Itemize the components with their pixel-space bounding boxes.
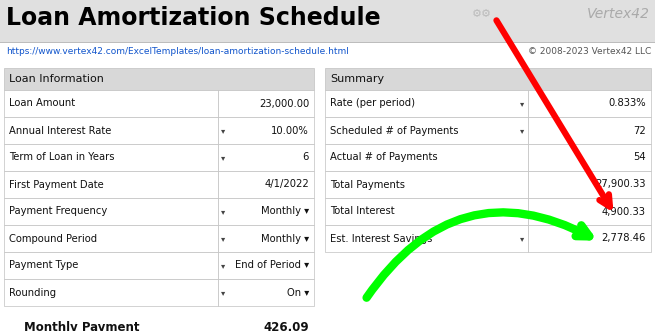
Bar [4, 171, 218, 198]
Text: https://www.vertex42.com/ExcelTemplates/loan-amortization-schedule.html: https://www.vertex42.com/ExcelTemplates/… [6, 47, 349, 56]
Text: Annual Interest Rate: Annual Interest Rate [9, 125, 111, 135]
Text: 10.00%: 10.00% [271, 125, 309, 135]
Bar [4, 279, 218, 306]
Bar [218, 117, 314, 144]
Text: 2,778.46: 2,778.46 [602, 233, 646, 244]
Bar [0, 0, 655, 42]
Text: ⚙⚙: ⚙⚙ [472, 9, 492, 19]
Text: Term of Loan in Years: Term of Loan in Years [9, 153, 115, 163]
Bar [528, 144, 651, 171]
Text: 72: 72 [633, 125, 646, 135]
Bar [325, 144, 528, 171]
Text: ▾: ▾ [221, 153, 225, 162]
Text: 54: 54 [633, 153, 646, 163]
Text: Total Payments: Total Payments [330, 179, 405, 190]
Text: Vertex42: Vertex42 [587, 7, 650, 21]
Text: Actual # of Payments: Actual # of Payments [330, 153, 438, 163]
Bar [4, 144, 218, 171]
Bar [4, 117, 218, 144]
Text: First Payment Date: First Payment Date [9, 179, 103, 190]
Bar [325, 68, 651, 90]
Bar [218, 225, 314, 252]
Bar [218, 144, 314, 171]
Bar [325, 225, 528, 252]
Text: ▾: ▾ [520, 126, 524, 135]
Bar [325, 117, 528, 144]
Text: Loan Information: Loan Information [9, 74, 104, 84]
Text: Compound Period: Compound Period [9, 233, 97, 244]
Bar [4, 68, 314, 90]
Bar [218, 90, 314, 117]
Bar [218, 252, 314, 279]
Bar [4, 225, 218, 252]
Text: 4/1/2022: 4/1/2022 [264, 179, 309, 190]
Text: Loan Amortization Schedule: Loan Amortization Schedule [6, 6, 381, 30]
Text: 0.833%: 0.833% [608, 99, 646, 109]
Text: Monthly ▾: Monthly ▾ [261, 207, 309, 216]
Text: Monthly Payment: Monthly Payment [24, 321, 139, 331]
Text: ▾: ▾ [221, 261, 225, 270]
Bar [325, 90, 528, 117]
Text: 4,900.33: 4,900.33 [602, 207, 646, 216]
Text: 23,000.00: 23,000.00 [259, 99, 309, 109]
Text: 426.09: 426.09 [263, 321, 309, 331]
Text: ▾: ▾ [520, 99, 524, 108]
Text: 6: 6 [303, 153, 309, 163]
Text: ▾: ▾ [221, 207, 225, 216]
Bar [4, 198, 218, 225]
Text: Rate (per period): Rate (per period) [330, 99, 415, 109]
Text: © 2008-2023 Vertex42 LLC: © 2008-2023 Vertex42 LLC [528, 47, 651, 56]
Bar [4, 252, 218, 279]
Bar [528, 117, 651, 144]
FancyArrowPatch shape [367, 213, 590, 298]
Text: ▾: ▾ [520, 234, 524, 243]
Text: Est. Interest Savings: Est. Interest Savings [330, 233, 432, 244]
Text: End of Period ▾: End of Period ▾ [235, 260, 309, 270]
Text: Payment Frequency: Payment Frequency [9, 207, 107, 216]
Bar [528, 171, 651, 198]
Bar [528, 198, 651, 225]
Text: On ▾: On ▾ [287, 288, 309, 298]
Text: Total Interest: Total Interest [330, 207, 394, 216]
Text: Monthly ▾: Monthly ▾ [261, 233, 309, 244]
Bar [218, 171, 314, 198]
Bar [325, 198, 528, 225]
FancyArrowPatch shape [496, 21, 610, 207]
Text: Summary: Summary [330, 74, 384, 84]
Text: Payment Type: Payment Type [9, 260, 79, 270]
Text: Scheduled # of Payments: Scheduled # of Payments [330, 125, 458, 135]
Text: ▾: ▾ [221, 288, 225, 297]
Text: Loan Amount: Loan Amount [9, 99, 75, 109]
Text: ▾: ▾ [221, 126, 225, 135]
Bar [528, 225, 651, 252]
Bar [4, 90, 218, 117]
Text: Rounding: Rounding [9, 288, 56, 298]
Text: ▾: ▾ [221, 234, 225, 243]
Bar [218, 198, 314, 225]
Bar [325, 171, 528, 198]
Bar [218, 279, 314, 306]
Bar [528, 90, 651, 117]
Text: 27,900.33: 27,900.33 [595, 179, 646, 190]
